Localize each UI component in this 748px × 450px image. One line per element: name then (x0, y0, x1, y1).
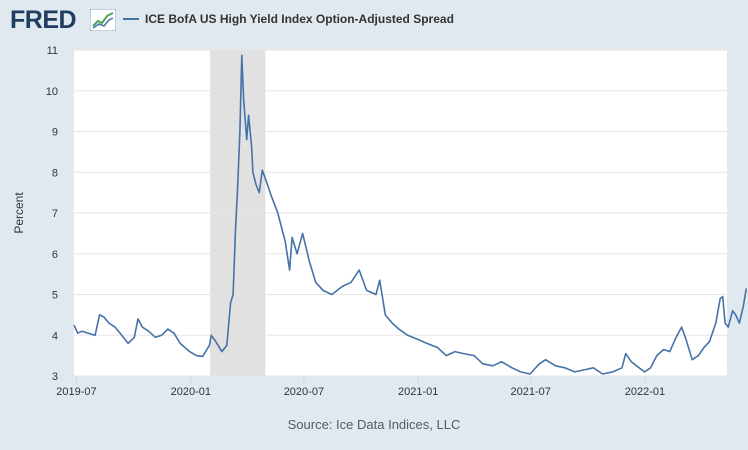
x-tick-label: 2021-01 (398, 386, 438, 398)
fred-logo-text: FRED (10, 6, 77, 34)
y-tick-label: 8 (52, 167, 58, 179)
x-tick-label: 2021-07 (510, 386, 550, 398)
y-tick-label: 3 (52, 371, 58, 383)
legend-label: ICE BofA US High Yield Index Option-Adju… (145, 12, 454, 26)
gridlines (74, 49, 727, 377)
y-tick-label: 6 (52, 249, 58, 261)
legend: ICE BofA US High Yield Index Option-Adju… (123, 10, 454, 28)
x-tick-label: 2020-07 (284, 386, 324, 398)
series-line (73, 54, 748, 375)
legend-swatch (123, 18, 139, 20)
y-tick-label: 7 (52, 208, 58, 220)
x-tick-label: 2020-01 (171, 386, 211, 398)
x-tick-label: 2019-07 (56, 386, 96, 398)
y-tick-labels: 3 4 5 6 7 8 9 10 11 (46, 45, 58, 383)
header: FRED ICE BofA US High Yield Index Option… (0, 0, 748, 40)
x-tick-labels: 2019-07 2020-01 2020-07 2021-01 2021-07 2022-… (56, 376, 665, 398)
y-tick-label: 4 (52, 330, 58, 342)
y-tick-label: 10 (46, 86, 58, 98)
y-axis-label: Percent (12, 192, 26, 234)
y-tick-label: 5 (52, 290, 58, 302)
y-tick-label: 11 (47, 45, 58, 57)
source-note: Source: Ice Data Indices, LLC (287, 417, 461, 432)
fred-graph-icon (90, 9, 116, 31)
y-tick-label: 9 (52, 127, 58, 139)
line-chart: 3 4 5 6 7 8 9 10 11 2019-07 2020-01 2020-07 2021-01… (12, 45, 748, 398)
x-tick-label: 2022-01 (625, 386, 665, 398)
